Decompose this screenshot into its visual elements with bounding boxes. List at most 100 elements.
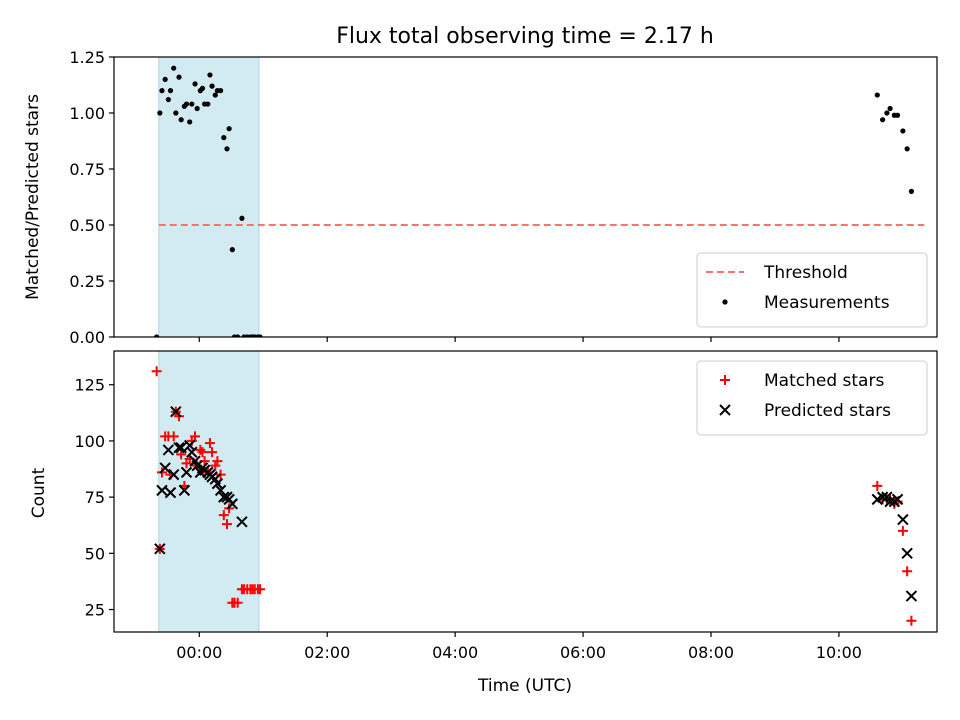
- top-panel: Flux total observing time = 2.17 h Match…: [23, 24, 938, 347]
- data-point: [187, 119, 193, 125]
- legend-box: [696, 252, 928, 328]
- data-point: [204, 438, 215, 449]
- data-point: [167, 468, 180, 481]
- legend-swatch: [719, 404, 731, 416]
- data-point: [165, 96, 171, 103]
- y-tick-label: 0.00: [69, 328, 105, 347]
- data-point: [151, 366, 162, 377]
- data-point: [180, 466, 193, 479]
- data-point: [900, 128, 906, 134]
- legend-label: Measurements: [764, 293, 890, 313]
- data-point: [880, 117, 886, 123]
- legend-label: Threshold: [763, 263, 848, 283]
- data-point: [157, 110, 163, 116]
- top-y-axis-label: Matched/Predicted stars: [23, 94, 43, 300]
- observing-window-band: [158, 57, 260, 337]
- y-tick-label: 100: [74, 432, 105, 451]
- data-point: [218, 510, 229, 521]
- data-point: [904, 146, 910, 152]
- data-point: [210, 460, 221, 471]
- x-tick-label: 06:00: [560, 643, 606, 662]
- data-point: [178, 484, 191, 497]
- data-point: [159, 462, 171, 474]
- y-tick-label: 1.25: [69, 48, 105, 67]
- legend-label: Matched stars: [764, 371, 884, 391]
- x-tick-label: 10:00: [816, 643, 862, 662]
- data-point: [194, 105, 200, 112]
- data-point: [199, 85, 206, 91]
- data-point: [894, 112, 901, 118]
- data-point: [884, 110, 890, 116]
- data-point: [195, 444, 206, 455]
- data-point: [173, 441, 185, 454]
- y-tick-label: 25: [85, 601, 105, 620]
- legend-swatch: [722, 299, 728, 305]
- bottom-y-axis-label: Count: [29, 467, 49, 518]
- data-point: [229, 247, 235, 253]
- y-tick-label: 125: [74, 376, 105, 395]
- y-tick-label: 0.50: [69, 216, 105, 235]
- data-point: [197, 447, 208, 458]
- data-point: [183, 101, 190, 107]
- legend-swatch: [720, 375, 730, 385]
- data-point: [168, 431, 179, 442]
- data-point: [221, 135, 227, 141]
- data-point: [171, 65, 177, 71]
- data-point: [154, 543, 166, 555]
- data-point: [205, 101, 211, 107]
- chart-title: Flux total observing time = 2.17 h: [336, 24, 714, 49]
- data-point: [154, 334, 160, 337]
- data-point: [897, 525, 908, 536]
- series-matched-stars: [151, 366, 917, 626]
- data-point: [908, 188, 915, 194]
- data-point: [207, 447, 218, 458]
- axes-frame: [113, 56, 938, 338]
- data-point: [159, 88, 165, 94]
- data-point: [212, 456, 223, 467]
- y-tick-label: 0.75: [69, 160, 105, 179]
- x-tick-label: 00:00: [176, 643, 222, 662]
- x-tick-label: 04:00: [432, 643, 478, 662]
- plot-area: [154, 57, 925, 337]
- data-point: [164, 486, 177, 499]
- data-point: [209, 83, 215, 89]
- series-measurements: [154, 65, 915, 337]
- x-tick-label: 08:00: [688, 643, 734, 662]
- data-point: [190, 431, 201, 442]
- x-tick-label: 02:00: [304, 643, 350, 662]
- data-point: [235, 334, 241, 337]
- data-point: [884, 495, 896, 508]
- data-point: [218, 88, 224, 94]
- axes-frame: [113, 350, 938, 633]
- legend-box: [696, 360, 928, 436]
- y-tick-label: 0.25: [69, 272, 105, 291]
- data-point: [162, 444, 175, 456]
- data-point: [902, 566, 913, 577]
- plot-area: [151, 351, 918, 632]
- data-point: [183, 439, 196, 452]
- y-tick-label: 50: [85, 544, 105, 563]
- data-point: [173, 110, 179, 116]
- data-point: [222, 519, 233, 530]
- y-tick-label: 75: [85, 488, 105, 507]
- data-point: [192, 81, 198, 87]
- data-point: [176, 74, 182, 80]
- series-predicted-stars: [154, 405, 918, 602]
- data-point: [224, 146, 230, 152]
- data-point: [872, 480, 883, 491]
- data-point: [236, 516, 248, 528]
- data-point: [186, 446, 198, 458]
- data-point: [876, 491, 889, 503]
- data-point: [897, 513, 909, 526]
- data-point: [156, 484, 168, 497]
- data-point: [226, 498, 239, 510]
- data-point: [901, 547, 913, 560]
- data-point: [211, 477, 224, 490]
- legend: Matched stars Predicted stars: [696, 360, 928, 436]
- data-point: [212, 92, 218, 98]
- data-point: [207, 72, 213, 78]
- data-point: [891, 493, 904, 506]
- data-point: [232, 597, 243, 608]
- data-point: [239, 215, 245, 221]
- y-tick-label: 1.00: [69, 104, 105, 123]
